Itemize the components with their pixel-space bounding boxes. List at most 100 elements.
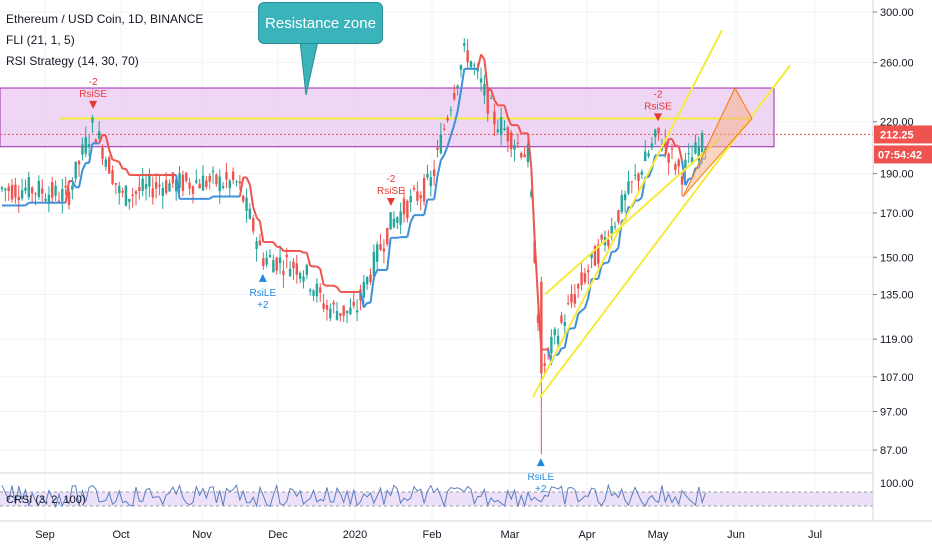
short-signal-label: RsiSE [79, 89, 107, 100]
rsi-panel-label[interactable]: CRSI (3, 2, 100) [6, 494, 86, 506]
fli-segment [456, 90, 462, 112]
time-tick-label: Jun [727, 529, 745, 541]
candle-body [623, 194, 627, 201]
candle-body [516, 142, 520, 144]
candle-body [355, 310, 359, 313]
fli-segment [252, 207, 258, 218]
fli-segment [453, 110, 459, 125]
candle-body [292, 261, 295, 269]
candle-body [97, 131, 101, 139]
candle-body [577, 284, 580, 289]
candle-body [587, 270, 590, 273]
long-signal-label: RsiLE [527, 472, 554, 483]
resistance-zone-callout[interactable]: Resistance zone [258, 2, 383, 44]
candle-body [690, 157, 694, 165]
fli-segment [112, 158, 117, 162]
price-tick-label: 170.00 [880, 208, 914, 220]
candle-body [412, 187, 416, 190]
candle-body [154, 182, 158, 189]
candle-body [650, 143, 654, 148]
candle-body [503, 128, 506, 130]
candle-body [620, 195, 623, 212]
fli-segment [533, 238, 539, 299]
fli-segment [24, 201, 30, 207]
candle-body [181, 174, 185, 191]
fli-segment [597, 264, 603, 280]
candle-body [272, 260, 275, 273]
candle-body [225, 172, 228, 180]
candle-body [131, 194, 134, 197]
candle-body [262, 258, 265, 266]
short-signal-value: -2 [386, 174, 395, 185]
candle-body [553, 329, 556, 336]
time-tick-label: Oct [112, 529, 129, 541]
candle-body [218, 176, 221, 192]
candle-body [128, 198, 131, 202]
candle-body [486, 89, 489, 114]
fli-segment [323, 283, 328, 287]
candle-body [583, 273, 587, 283]
candle-body [178, 173, 181, 188]
candle-body [84, 137, 87, 154]
time-tick-label: Dec [268, 529, 288, 541]
candle-body [362, 281, 365, 298]
candle-body [305, 264, 309, 275]
candle-body [151, 188, 154, 198]
fli-segment [336, 286, 342, 293]
candle-body [667, 153, 670, 163]
candle-body [446, 117, 449, 121]
fli-segment [503, 105, 509, 118]
candle-body [469, 61, 473, 68]
candle-body [329, 308, 332, 319]
candle-body [369, 274, 372, 283]
fli-segment [104, 135, 111, 150]
candle-body [242, 195, 245, 202]
candle-body [14, 184, 17, 198]
fli-segment [333, 284, 338, 289]
candle-body [91, 117, 94, 123]
fli-segment [64, 180, 70, 203]
fli-segment [272, 241, 278, 248]
candle-body [319, 287, 322, 293]
candle-body [640, 171, 644, 175]
candle-body [402, 198, 406, 215]
candle-body [171, 172, 175, 184]
fli-segment [305, 252, 312, 267]
fli-segment [476, 54, 483, 70]
fli-segment [526, 133, 533, 168]
candle-body [161, 187, 164, 196]
candle-body [386, 227, 389, 245]
candle-body [456, 85, 459, 88]
channel-mid-line [544, 137, 721, 296]
candle-body [61, 188, 64, 202]
candle-body [332, 302, 335, 305]
candle-body [238, 181, 242, 184]
time-tick-label: Feb [423, 529, 442, 541]
candle-body [556, 335, 560, 344]
grid-lines [0, 0, 873, 520]
candle-body [416, 191, 419, 201]
candle-body [121, 190, 124, 193]
candle-body [64, 185, 67, 188]
candle-body [654, 129, 657, 137]
candle-body [94, 139, 97, 143]
candle-body [74, 161, 77, 179]
fli-segment [671, 138, 677, 147]
fli-segment [369, 277, 375, 303]
candle-body [0, 187, 4, 190]
fli-segment [583, 297, 590, 309]
fli-segment [664, 138, 670, 156]
candle-body [118, 185, 121, 193]
candle-body [158, 184, 161, 187]
candle-body [550, 336, 553, 354]
candle-body [24, 187, 27, 191]
candle-body [483, 83, 486, 96]
candle-body [419, 195, 422, 199]
indicator-rsi-strategy-label[interactable]: RSI Strategy (14, 30, 70) [6, 54, 139, 68]
candle-body [339, 313, 342, 316]
indicator-fli-label[interactable]: FLI (21, 1, 5) [6, 33, 75, 47]
time-tick-label: Jul [808, 529, 822, 541]
fli-segment [607, 251, 613, 264]
candle-body [389, 212, 392, 230]
